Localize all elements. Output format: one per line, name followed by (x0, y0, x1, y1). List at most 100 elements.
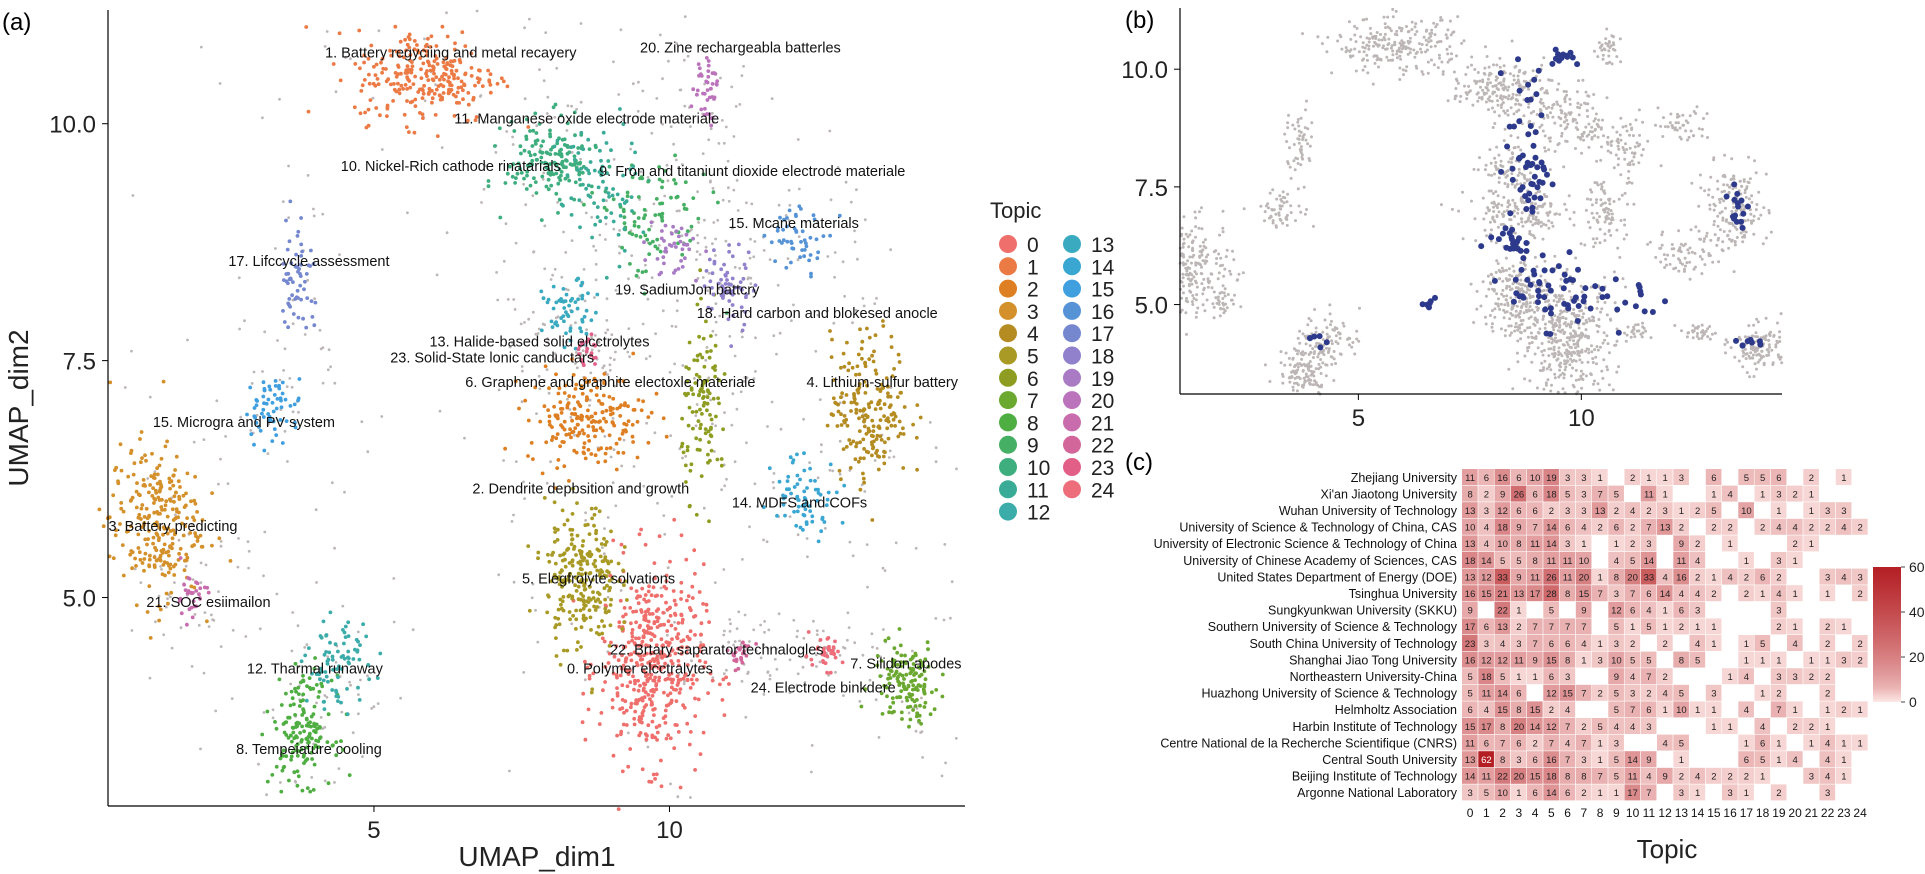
grey-point (1563, 321, 1567, 325)
background-point (744, 715, 748, 719)
topic-7-point (919, 672, 924, 677)
topic-12-point (343, 624, 348, 629)
grey-point (1484, 45, 1487, 49)
background-point (530, 596, 534, 600)
background-point (177, 538, 181, 542)
background-point (338, 253, 341, 256)
background-point (573, 433, 576, 437)
grey-point (1194, 281, 1198, 285)
grey-point (1412, 48, 1416, 52)
topic-14-point (804, 522, 809, 526)
background-point (753, 240, 757, 243)
topic-11-point (604, 215, 608, 220)
topic-24-point (833, 655, 838, 660)
topic-17-point (309, 299, 314, 303)
topic-8-point (287, 715, 292, 720)
topic-annotation: 2. Dendrite depbsition and growth (472, 481, 689, 497)
topic-6-point (709, 334, 713, 338)
topic-5-point (583, 603, 588, 608)
topic-3-point (189, 584, 194, 589)
background-point (612, 158, 616, 161)
topic-0-point (637, 733, 642, 738)
topic-8-point (282, 764, 287, 769)
topic-10-point (486, 184, 491, 189)
background-point (730, 85, 734, 89)
background-point (556, 201, 559, 204)
topic-3-point (120, 543, 125, 547)
topic-8-point (306, 724, 311, 728)
topic-17-point (312, 323, 317, 328)
topic-11-point (575, 168, 580, 172)
background-point (505, 130, 509, 133)
topic-0-point (642, 653, 646, 658)
background-point (344, 56, 347, 59)
topic-7-point (913, 704, 918, 708)
topic-3-point (148, 553, 152, 558)
topic-0-point (644, 609, 648, 614)
topic-2-point (594, 393, 599, 397)
grey-point (1492, 210, 1496, 213)
topic-4-point (878, 418, 883, 422)
grey-point (1462, 39, 1466, 43)
grey-point (1231, 249, 1234, 253)
topic-12-point (333, 642, 338, 647)
topic-0-point (664, 586, 669, 591)
topic-1-point (385, 105, 390, 110)
grey-point (1184, 311, 1188, 315)
topic-0-point (718, 682, 722, 687)
topic-4-point (846, 368, 851, 373)
background-point (802, 636, 806, 640)
topic-11-point (569, 213, 574, 217)
topic-6-point (694, 436, 699, 441)
topic-24-point (836, 649, 840, 654)
background-point (742, 380, 746, 383)
topic-10-point (549, 183, 554, 188)
background-point (594, 278, 598, 282)
grey-point (1402, 73, 1405, 77)
topic-0-point (698, 649, 703, 654)
background-point (406, 211, 409, 215)
grey-point (1371, 35, 1374, 39)
background-point (584, 519, 587, 522)
grey-point (1540, 361, 1544, 365)
background-point (626, 731, 630, 735)
topic-8-point (318, 725, 322, 730)
grey-point (1487, 209, 1491, 213)
grey-point (1540, 342, 1544, 345)
topic-1-point (424, 49, 429, 54)
grey-point (1386, 25, 1390, 29)
topic-9-point (691, 196, 696, 201)
grey-point (1186, 259, 1190, 263)
topic-19-point (680, 265, 685, 269)
background-point (709, 179, 712, 183)
topic-2-point (600, 410, 605, 415)
background-point (823, 527, 827, 530)
grey-point (1579, 284, 1583, 288)
topic-12-point (343, 635, 348, 639)
topic-8-point (297, 704, 302, 708)
background-point (162, 633, 166, 637)
background-point (556, 315, 560, 319)
grey-point (1184, 232, 1188, 236)
topic-2-point (582, 441, 587, 445)
background-point (597, 337, 600, 341)
background-point (842, 694, 845, 697)
background-point (356, 630, 360, 634)
topic-5-point (574, 617, 579, 622)
topic-15-point (274, 433, 279, 437)
topic-14-point (798, 477, 802, 482)
topic-0-point (649, 638, 654, 642)
topic-7-point (880, 712, 885, 716)
topic-17-point (295, 234, 300, 238)
background-point (589, 371, 593, 375)
topic-5-point (591, 590, 595, 594)
topic-7-point (932, 707, 937, 712)
topic-13-point (541, 296, 546, 301)
topic-4-point (839, 395, 843, 400)
background-point (649, 224, 653, 228)
topic-4-point (918, 415, 923, 420)
grey-point (1698, 173, 1702, 177)
grey-point (1499, 223, 1503, 226)
legend-label-13: 13 (1091, 234, 1114, 257)
background-point (434, 83, 437, 87)
